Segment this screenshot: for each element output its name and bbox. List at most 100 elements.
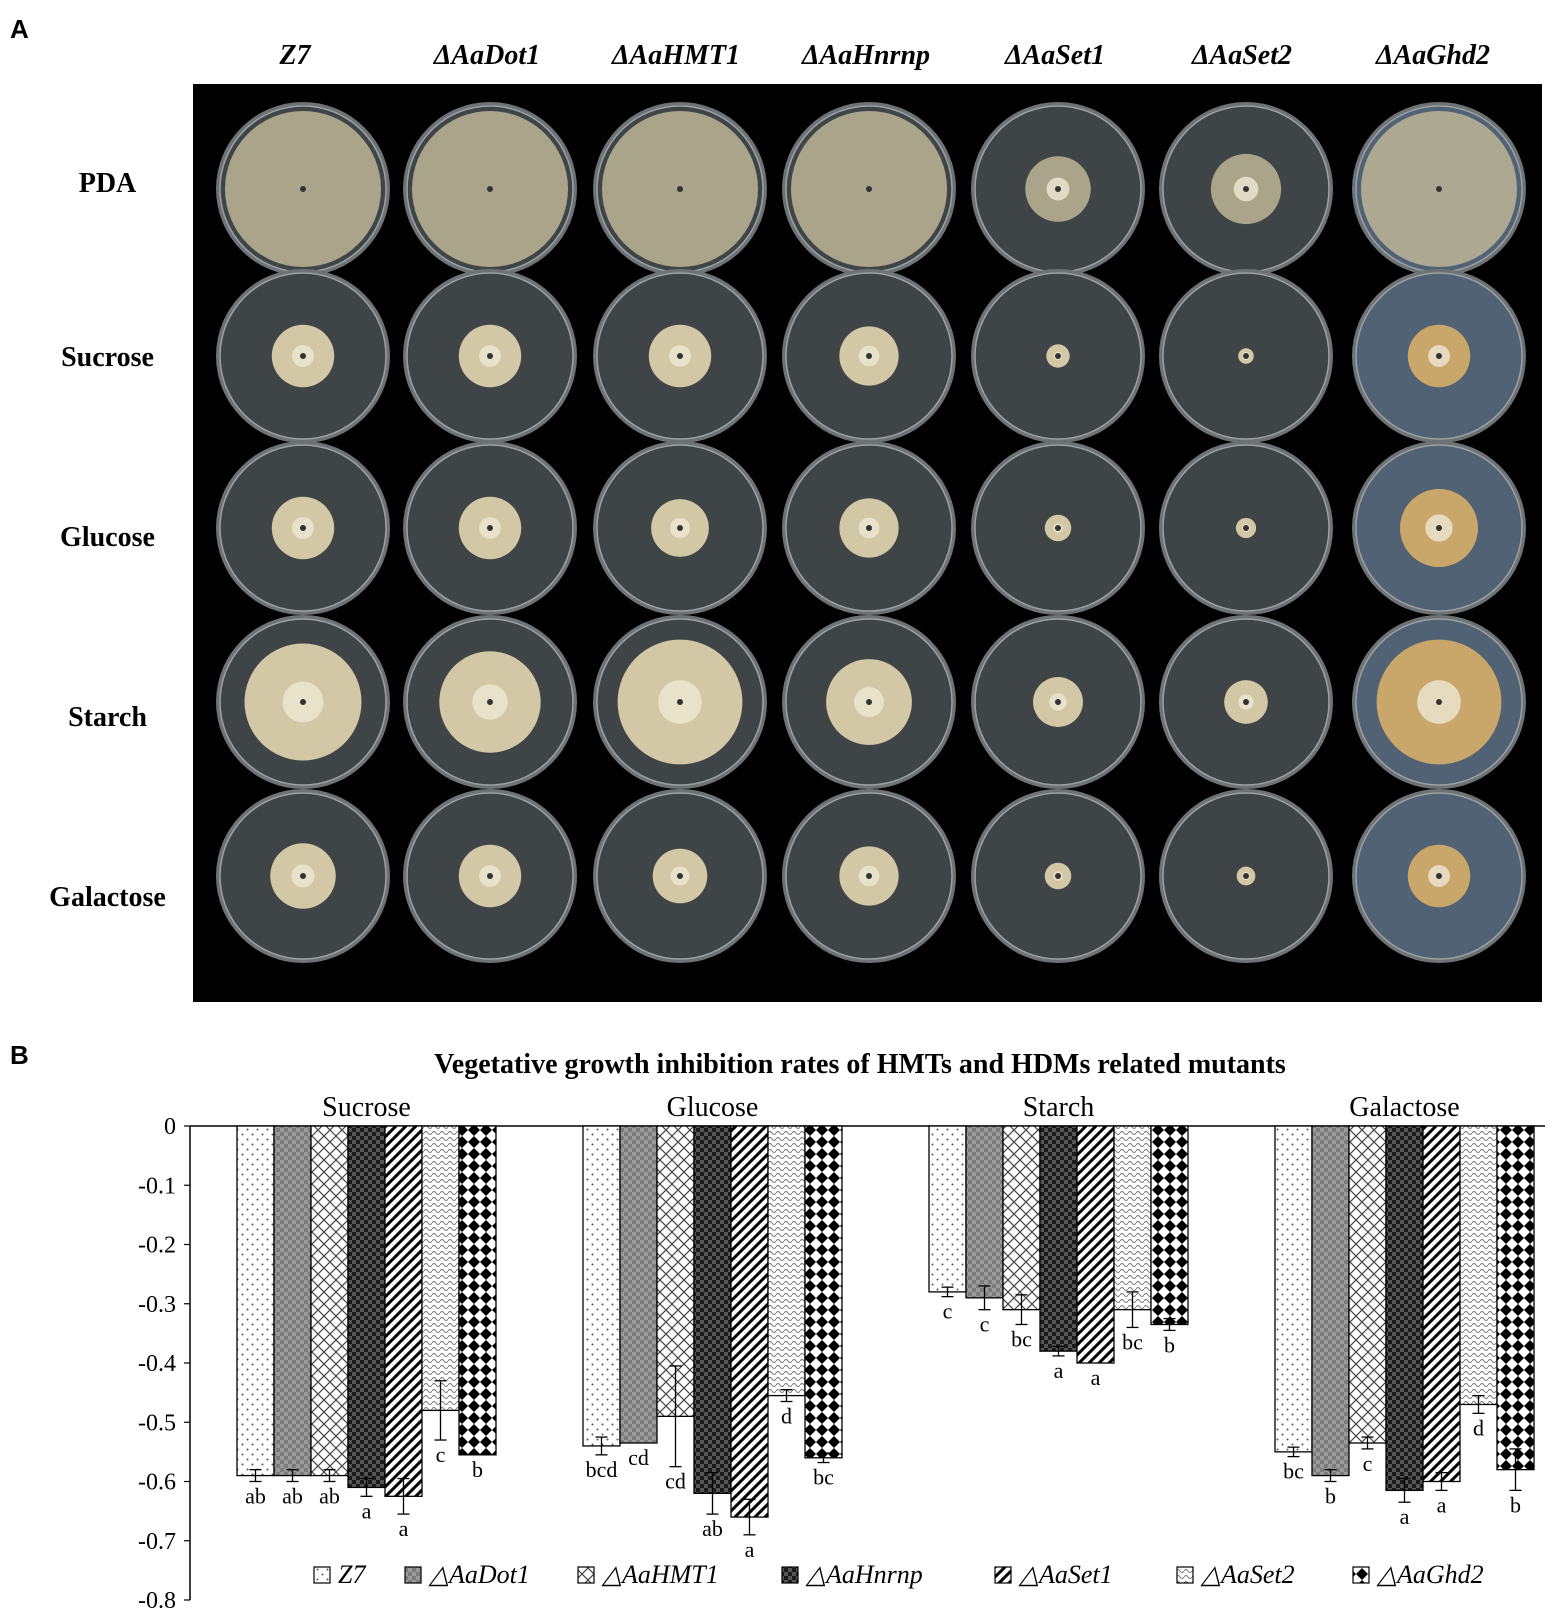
plate-3-5 (1159, 615, 1333, 789)
y-tick-label: -0.3 (138, 1292, 176, 1318)
significance-letter: ab (245, 1484, 266, 1509)
bar (965, 1125, 1004, 1299)
inoculation-point (300, 525, 306, 531)
strain-header-aahmt1: ΔAaHMT1 (611, 40, 740, 71)
inoculation-point (487, 353, 493, 359)
plate-4-6 (1352, 789, 1526, 963)
bar (1496, 1125, 1535, 1471)
significance-letter: bc (813, 1465, 834, 1490)
plate-0-4 (971, 102, 1145, 276)
legend-swatch (577, 1566, 595, 1584)
plate-4-3 (782, 789, 956, 963)
strain-header-aaghd2: ΔAaGhd2 (1375, 40, 1491, 71)
inoculation-point (487, 699, 493, 705)
plate-0-6 (1352, 102, 1526, 276)
bar (1039, 1125, 1078, 1352)
group-label: Glucose (667, 1092, 759, 1123)
inoculation-point (300, 353, 306, 359)
legend-swatch (1176, 1566, 1194, 1584)
bar (273, 1125, 312, 1477)
significance-letter: a (399, 1516, 409, 1541)
bar (310, 1125, 349, 1477)
plate-1-2 (593, 269, 767, 443)
legend-swatch (1352, 1566, 1370, 1584)
plate-1-4 (971, 269, 1145, 443)
legend-label: △AaGhd2 (1376, 1560, 1484, 1589)
inoculation-point (1436, 186, 1442, 192)
inoculation-point (1055, 353, 1061, 359)
inoculation-point (1243, 525, 1249, 531)
bar (1311, 1125, 1350, 1477)
strain-header-aahnrnp: ΔAaHnrnp (801, 40, 931, 71)
legend-label: △AaSet1 (1018, 1560, 1113, 1589)
inoculation-point (866, 353, 872, 359)
significance-letter: c (980, 1312, 990, 1337)
inoculation-point (300, 186, 306, 192)
group-label: Sucrose (322, 1092, 411, 1123)
plate-4-0 (216, 789, 390, 963)
y-tick-label: -0.4 (138, 1351, 176, 1377)
bar (1113, 1125, 1152, 1311)
significance-letter: c (1363, 1451, 1373, 1476)
plate-1-1 (403, 269, 577, 443)
plate-3-1 (403, 615, 577, 789)
inoculation-point (866, 873, 872, 879)
significance-letter: a (362, 1498, 372, 1523)
inoculation-point (677, 699, 683, 705)
medium-label-sucrose: Sucrose (61, 342, 154, 373)
plate-2-3 (782, 441, 956, 615)
significance-letter: a (1400, 1504, 1410, 1529)
inoculation-point (487, 873, 493, 879)
strain-header-aaset1: ΔAaSet1 (1004, 40, 1105, 71)
medium-label-glucose: Glucose (60, 522, 155, 553)
inoculation-point (1055, 873, 1061, 879)
plate-1-0 (216, 269, 390, 443)
bar (1348, 1125, 1387, 1444)
plate-3-2 (593, 615, 767, 789)
group-labels: Sucrose Glucose Starch Galactose (322, 1092, 1460, 1123)
inoculation-point (300, 873, 306, 879)
significance-letter: c (436, 1442, 446, 1467)
significance-letter: ab (702, 1516, 723, 1541)
bar (928, 1125, 967, 1293)
significance-letter: d (1473, 1415, 1484, 1440)
legend-swatch (781, 1566, 799, 1584)
significance-letter: ab (319, 1484, 340, 1509)
inoculation-point (866, 186, 872, 192)
inoculation-point (677, 525, 683, 531)
inoculation-point (1243, 353, 1249, 359)
inoculation-point (300, 699, 306, 705)
legend-swatch (994, 1566, 1012, 1584)
legend-swatch (313, 1566, 331, 1584)
medium-label-pda: PDA (78, 168, 137, 199)
panel-a-label: A (10, 14, 29, 44)
legend-label: Z7 (338, 1560, 366, 1589)
medium-label-starch: Starch (68, 702, 147, 733)
bar (1422, 1125, 1461, 1483)
inoculation-point (1055, 699, 1061, 705)
plate-2-0 (216, 441, 390, 615)
plate-4-1 (403, 789, 577, 963)
inoculation-point (1436, 525, 1442, 531)
plate-1-5 (1159, 269, 1333, 443)
significance-letter: bcd (586, 1457, 618, 1482)
bar (730, 1125, 769, 1518)
plate-0-2 (593, 102, 767, 276)
significance-letter: a (1091, 1365, 1101, 1390)
strain-header-aaset2: ΔAaSet2 (1191, 40, 1292, 71)
bar (458, 1125, 497, 1456)
y-tick-label: -0.1 (138, 1173, 176, 1199)
inoculation-point (1436, 873, 1442, 879)
inoculation-point (1436, 353, 1442, 359)
bar (347, 1125, 386, 1489)
inoculation-point (487, 525, 493, 531)
bar (693, 1125, 732, 1495)
significance-letter: a (745, 1537, 755, 1562)
plate-3-6 (1352, 615, 1526, 789)
legend-label: △AaDot1 (428, 1560, 530, 1589)
significance-letter: cd (665, 1469, 686, 1494)
bar (384, 1125, 423, 1497)
significance-letter: b (1510, 1492, 1521, 1517)
significance-letter: b (1325, 1484, 1336, 1509)
plate-2-2 (593, 441, 767, 615)
